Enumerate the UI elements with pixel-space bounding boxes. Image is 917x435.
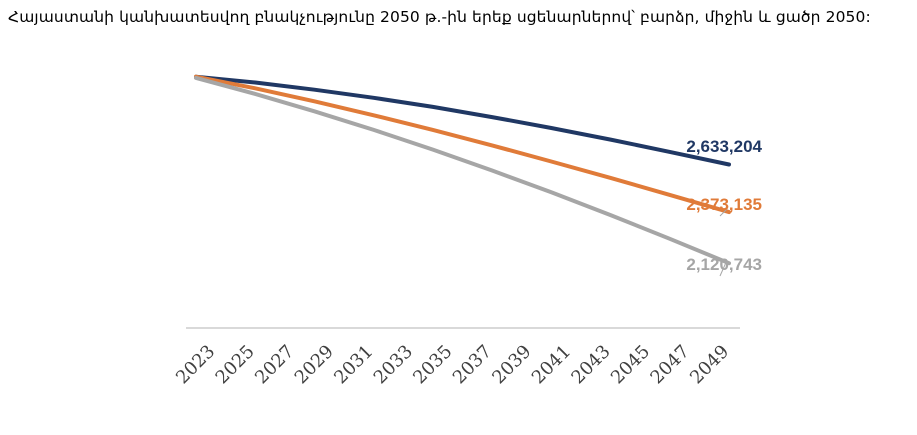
- leader-line-medium: [719, 208, 728, 217]
- x-tick-label: 2047: [646, 341, 693, 388]
- series-line-medium: [194, 74, 731, 215]
- x-tick-label: 2023: [172, 341, 219, 388]
- x-tick-label: 2031: [330, 341, 377, 388]
- x-tick-label: 2045: [607, 341, 654, 388]
- x-tick-label: 2039: [488, 341, 535, 388]
- data-labels: 2,633,204 2,373,135 2,120,743: [686, 137, 762, 274]
- series-lines: [194, 74, 731, 266]
- x-axis-tick-labels: 2023202520272029203120332035203720392041…: [172, 341, 733, 388]
- x-tick-label: 2035: [409, 341, 456, 388]
- data-label-medium: 2,373,135: [686, 195, 762, 214]
- x-tick-label: 2027: [251, 341, 298, 388]
- series-line-high: [194, 74, 731, 167]
- chart-title: Հայաստանի կանխատեսվող բնակչությունը 2050…: [8, 8, 871, 26]
- x-tick-label: 2041: [528, 341, 575, 388]
- x-tick-label: 2043: [567, 341, 614, 388]
- x-tick-label: 2049: [686, 341, 733, 388]
- data-label-high: 2,633,204: [686, 137, 762, 156]
- label-leader-lines: [719, 208, 728, 277]
- series-line-low: [194, 75, 731, 266]
- x-tick-label: 2029: [291, 341, 338, 388]
- data-label-low: 2,120,743: [686, 255, 762, 274]
- x-tick-label: 2025: [212, 341, 259, 388]
- leader-line-low: [719, 259, 728, 277]
- x-tick-label: 2037: [449, 341, 496, 388]
- x-tick-label: 2033: [370, 341, 417, 388]
